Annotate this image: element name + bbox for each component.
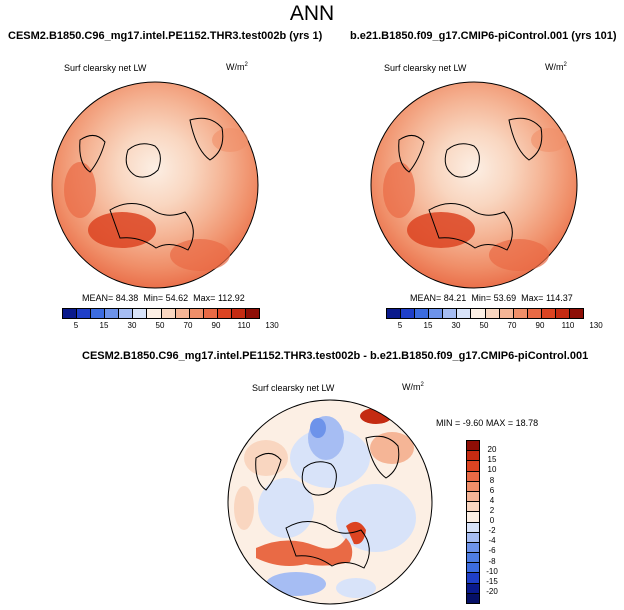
colorbar-tick-label: 90 bbox=[535, 321, 545, 330]
colorbar-swatch bbox=[175, 309, 190, 318]
colorbar-tick-label: 6 bbox=[489, 485, 495, 495]
colorbar-swatch bbox=[467, 553, 479, 564]
colorbar-swatch bbox=[217, 309, 232, 318]
colorbar-swatch bbox=[401, 309, 416, 318]
colorbar-swatch bbox=[467, 502, 479, 513]
warm-region bbox=[88, 212, 156, 248]
colorbar-tick-label: 5 bbox=[73, 321, 79, 330]
colorbar-tick-label: 20 bbox=[487, 445, 497, 455]
panel1-units: W/m2 bbox=[226, 62, 248, 72]
panel2-stats: MEAN= 84.21 Min= 53.69 Max= 114.37 bbox=[410, 293, 573, 303]
colorbar-tick-label: 130 bbox=[265, 321, 279, 330]
colorbar-swatch bbox=[467, 471, 479, 482]
colorbar-tick-label: -4 bbox=[488, 536, 496, 546]
panel1-variable-label: Surf clearsky net LW bbox=[64, 63, 147, 73]
colorbar-tick-label: -15 bbox=[486, 576, 498, 586]
colorbar-tick-label: 50 bbox=[155, 321, 165, 330]
colorbar-swatch bbox=[467, 522, 479, 533]
colorbar-tick-label: 10 bbox=[487, 465, 497, 475]
colorbar-tick-label: 30 bbox=[127, 321, 137, 330]
colorbar-swatch bbox=[541, 309, 556, 318]
colorbar-tick-label: 110 bbox=[237, 321, 251, 330]
colorbar-tick-label: 130 bbox=[589, 321, 603, 330]
colorbar-swatch bbox=[91, 309, 106, 318]
panel2-case-title: b.e21.B1850.f09_g17.CMIP6-piControl.001 … bbox=[350, 30, 617, 42]
panel1-case-title: CESM2.B1850.C96_mg17.intel.PE1152.THR3.t… bbox=[8, 30, 323, 42]
panel2-polar-map bbox=[370, 81, 578, 289]
colorbar-swatch bbox=[467, 512, 479, 523]
colorbar-swatch bbox=[513, 309, 528, 318]
colorbar-swatch bbox=[189, 309, 204, 318]
colorbar-swatch bbox=[105, 309, 120, 318]
diff-polar-map bbox=[227, 399, 433, 605]
colorbar-tick-label: -8 bbox=[488, 556, 496, 566]
colorbar-tick-label: 90 bbox=[211, 321, 221, 330]
colorbar-swatch bbox=[415, 309, 430, 318]
diff-colorbar bbox=[466, 440, 480, 604]
colorbar-swatch bbox=[429, 309, 444, 318]
colorbar-swatch bbox=[467, 491, 479, 503]
panel2-colorbar bbox=[386, 308, 584, 319]
colorbar-tick-label: -20 bbox=[486, 586, 498, 596]
colorbar-swatch bbox=[467, 573, 479, 584]
colorbar-tick-label: 50 bbox=[479, 321, 489, 330]
panel1-colorbar bbox=[62, 308, 260, 319]
panel1-stats: MEAN= 84.38 Min= 54.62 Max= 112.92 bbox=[82, 293, 245, 303]
colorbar-swatch bbox=[467, 451, 479, 462]
colorbar-swatch bbox=[203, 309, 218, 318]
colorbar-swatch bbox=[467, 583, 479, 594]
figure-title: ANN bbox=[289, 2, 335, 25]
colorbar-tick-label: 2 bbox=[489, 505, 495, 515]
colorbar-swatch bbox=[246, 309, 260, 318]
colorbar-swatch bbox=[387, 309, 402, 318]
colorbar-swatch bbox=[133, 309, 148, 318]
colorbar-swatch bbox=[570, 309, 584, 318]
colorbar-tick-label: 15 bbox=[487, 455, 497, 465]
colorbar-tick-label: 70 bbox=[183, 321, 193, 330]
diff-units: W/m2 bbox=[402, 382, 424, 392]
diff-variable-label: Surf clearsky net LW bbox=[252, 383, 335, 393]
colorbar-swatch bbox=[443, 309, 458, 318]
colorbar-tick-label: 8 bbox=[489, 475, 495, 485]
colorbar-tick-label: 4 bbox=[489, 495, 495, 505]
colorbar-swatch bbox=[467, 532, 479, 543]
diff-case-title: CESM2.B1850.C96_mg17.intel.PE1152.THR3.t… bbox=[82, 350, 589, 362]
colorbar-swatch bbox=[77, 309, 92, 318]
colorbar-tick-label: 15 bbox=[423, 321, 433, 330]
colorbar-swatch bbox=[119, 309, 134, 318]
colorbar-swatch bbox=[467, 563, 479, 574]
colorbar-swatch bbox=[147, 309, 162, 318]
colorbar-swatch bbox=[471, 309, 486, 318]
colorbar-swatch bbox=[63, 309, 78, 318]
colorbar-swatch bbox=[527, 309, 542, 318]
colorbar-swatch bbox=[161, 309, 176, 318]
colorbar-swatch bbox=[467, 481, 479, 492]
colorbar-tick-label: 0 bbox=[489, 516, 495, 525]
colorbar-tick-label: 30 bbox=[451, 321, 461, 330]
colorbar-tick-label: 5 bbox=[397, 321, 403, 330]
colorbar-tick-label: -6 bbox=[488, 546, 496, 556]
panel1-polar-map bbox=[51, 81, 259, 289]
colorbar-swatch bbox=[467, 441, 479, 452]
panel1-colorbar-labels: 5 15 30 50 70 90 110 130 bbox=[62, 321, 279, 331]
diff-colorbar-labels: 20 15 10 8 6 4 2 0 -2 -4 -6 -8 -10 -15 -20 bbox=[480, 440, 508, 602]
colorbar-tick-label: -2 bbox=[488, 526, 496, 536]
panel2-colorbar-labels: 5 15 30 50 70 90 110 130 bbox=[386, 321, 603, 331]
diff-stats: MIN = -9.60 MAX = 18.78 bbox=[436, 418, 539, 428]
colorbar-tick-label: -10 bbox=[486, 566, 498, 576]
colorbar-swatch bbox=[499, 309, 514, 318]
colorbar-swatch bbox=[231, 309, 247, 318]
colorbar-tick-label: 110 bbox=[561, 321, 575, 330]
colorbar-swatch bbox=[467, 542, 479, 554]
colorbar-tick-label: 70 bbox=[507, 321, 517, 330]
colorbar-swatch bbox=[457, 309, 472, 318]
colorbar-swatch bbox=[555, 309, 571, 318]
panel2-variable-label: Surf clearsky net LW bbox=[384, 63, 467, 73]
colorbar-swatch bbox=[467, 593, 479, 603]
panel2-units: W/m2 bbox=[545, 62, 567, 72]
colorbar-swatch bbox=[485, 309, 500, 318]
colorbar-swatch bbox=[467, 461, 479, 472]
colorbar-tick-label: 15 bbox=[99, 321, 109, 330]
